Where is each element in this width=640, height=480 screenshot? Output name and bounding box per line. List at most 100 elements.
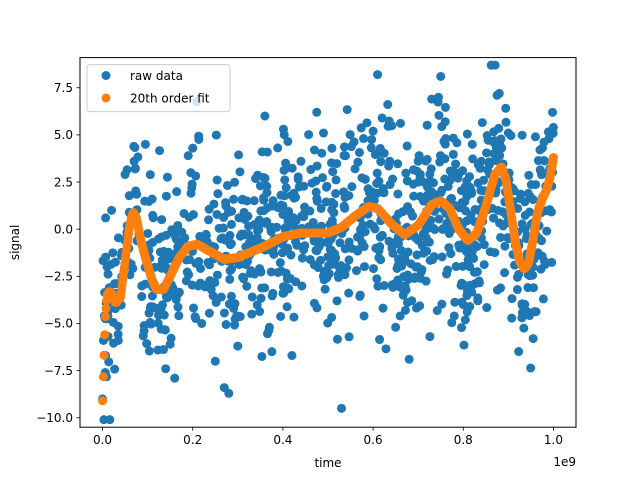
raw-data-point <box>259 172 269 182</box>
raw-data-point <box>324 260 334 270</box>
y-tick-label: −10.0 <box>36 411 73 425</box>
raw-data-point <box>222 180 232 190</box>
raw-data-point <box>490 60 500 70</box>
raw-data-point <box>316 203 326 213</box>
x-tick-label: 0.0 <box>93 433 112 447</box>
raw-data-point <box>368 264 378 274</box>
raw-data-point <box>328 167 338 177</box>
raw-data-point <box>218 223 228 233</box>
raw-data-point <box>218 233 228 243</box>
raw-data-point <box>388 248 398 258</box>
raw-data-point <box>147 291 157 301</box>
raw-data-point <box>373 281 383 291</box>
raw-data-point <box>373 70 383 80</box>
raw-data-point <box>437 299 447 309</box>
raw-data-point <box>417 265 427 275</box>
raw-data-point <box>322 181 332 191</box>
raw-data-point <box>157 215 167 225</box>
raw-data-point <box>500 241 510 251</box>
raw-data-point <box>140 139 150 149</box>
raw-data-point <box>355 290 365 300</box>
raw-data-point <box>384 161 394 171</box>
raw-data-point <box>344 332 354 342</box>
raw-data-point <box>211 130 221 140</box>
y-tick-label: −2.5 <box>44 270 73 284</box>
raw-data-point <box>299 212 309 222</box>
raw-data-point <box>482 148 492 158</box>
raw-data-point <box>458 300 468 310</box>
raw-data-point <box>280 175 290 185</box>
raw-data-point <box>388 174 398 184</box>
raw-data-point <box>397 281 407 291</box>
raw-data-point <box>359 262 369 272</box>
y-tick-label: 0.0 <box>54 222 73 236</box>
raw-data-point <box>161 364 171 374</box>
raw-data-point <box>519 323 529 333</box>
raw-data-point <box>267 347 277 357</box>
y-axis-ticks: −10.0 −7.5 −5.0 −2.5 0.0 2.5 5.0 7.5 <box>36 81 80 425</box>
raw-data-point <box>347 182 357 192</box>
raw-data-point <box>260 111 270 121</box>
raw-data-point <box>376 157 386 167</box>
raw-data-point <box>318 173 328 183</box>
raw-data-point <box>462 129 472 139</box>
y-axis-label: signal <box>8 225 22 261</box>
raw-data-point <box>503 128 513 138</box>
raw-data-point <box>535 145 545 155</box>
raw-data-point <box>476 156 486 166</box>
raw-data-point <box>156 232 166 242</box>
raw-data-point <box>372 168 382 178</box>
raw-data-point <box>147 194 157 204</box>
raw-data-point <box>212 175 222 185</box>
raw-data-point <box>208 291 218 301</box>
raw-data-point <box>161 292 171 302</box>
raw-data-point <box>359 311 369 321</box>
raw-data-point <box>230 177 240 187</box>
raw-data-point <box>276 311 286 321</box>
raw-data-point <box>408 211 418 221</box>
raw-data-point <box>490 136 500 146</box>
raw-data-point <box>482 165 492 175</box>
raw-data-point <box>402 298 412 308</box>
raw-data-point <box>191 258 201 268</box>
raw-data-point <box>538 294 548 304</box>
x-tick-label: 0.6 <box>364 433 383 447</box>
legend-label-raw-data: raw data <box>130 69 183 83</box>
raw-data-point <box>357 238 367 248</box>
raw-data-point <box>252 233 262 243</box>
raw-data-point <box>247 309 257 319</box>
raw-data-point <box>327 143 337 153</box>
raw-data-point <box>359 134 369 144</box>
raw-data-point <box>448 149 458 159</box>
raw-data-point <box>232 311 242 321</box>
raw-data-point <box>546 207 556 217</box>
y-tick-label: −7.5 <box>44 364 73 378</box>
raw-data-point <box>463 286 473 296</box>
raw-data-point <box>129 156 139 166</box>
raw-data-point <box>530 132 540 142</box>
raw-data-point <box>281 183 291 193</box>
raw-data-point <box>413 156 423 166</box>
raw-data-point <box>179 208 189 218</box>
raw-data-point <box>165 339 175 349</box>
raw-data-point <box>375 335 385 345</box>
raw-data-point <box>393 260 403 270</box>
raw-data-point <box>321 197 331 207</box>
raw-data-point <box>507 313 517 323</box>
raw-data-point <box>479 175 489 185</box>
raw-data-point <box>262 188 272 198</box>
raw-data-point <box>162 172 172 182</box>
raw-data-point <box>391 322 401 332</box>
raw-data-point <box>540 260 550 270</box>
raw-data-point <box>469 267 479 277</box>
raw-data-point <box>462 191 472 201</box>
raw-data-point <box>378 303 388 313</box>
raw-data-point <box>491 156 501 166</box>
raw-data-point <box>542 226 552 236</box>
raw-data-point <box>262 203 272 213</box>
raw-data-point <box>190 312 200 322</box>
raw-data-point <box>517 313 527 323</box>
raw-data-point <box>296 156 306 166</box>
raw-data-point <box>246 266 256 276</box>
